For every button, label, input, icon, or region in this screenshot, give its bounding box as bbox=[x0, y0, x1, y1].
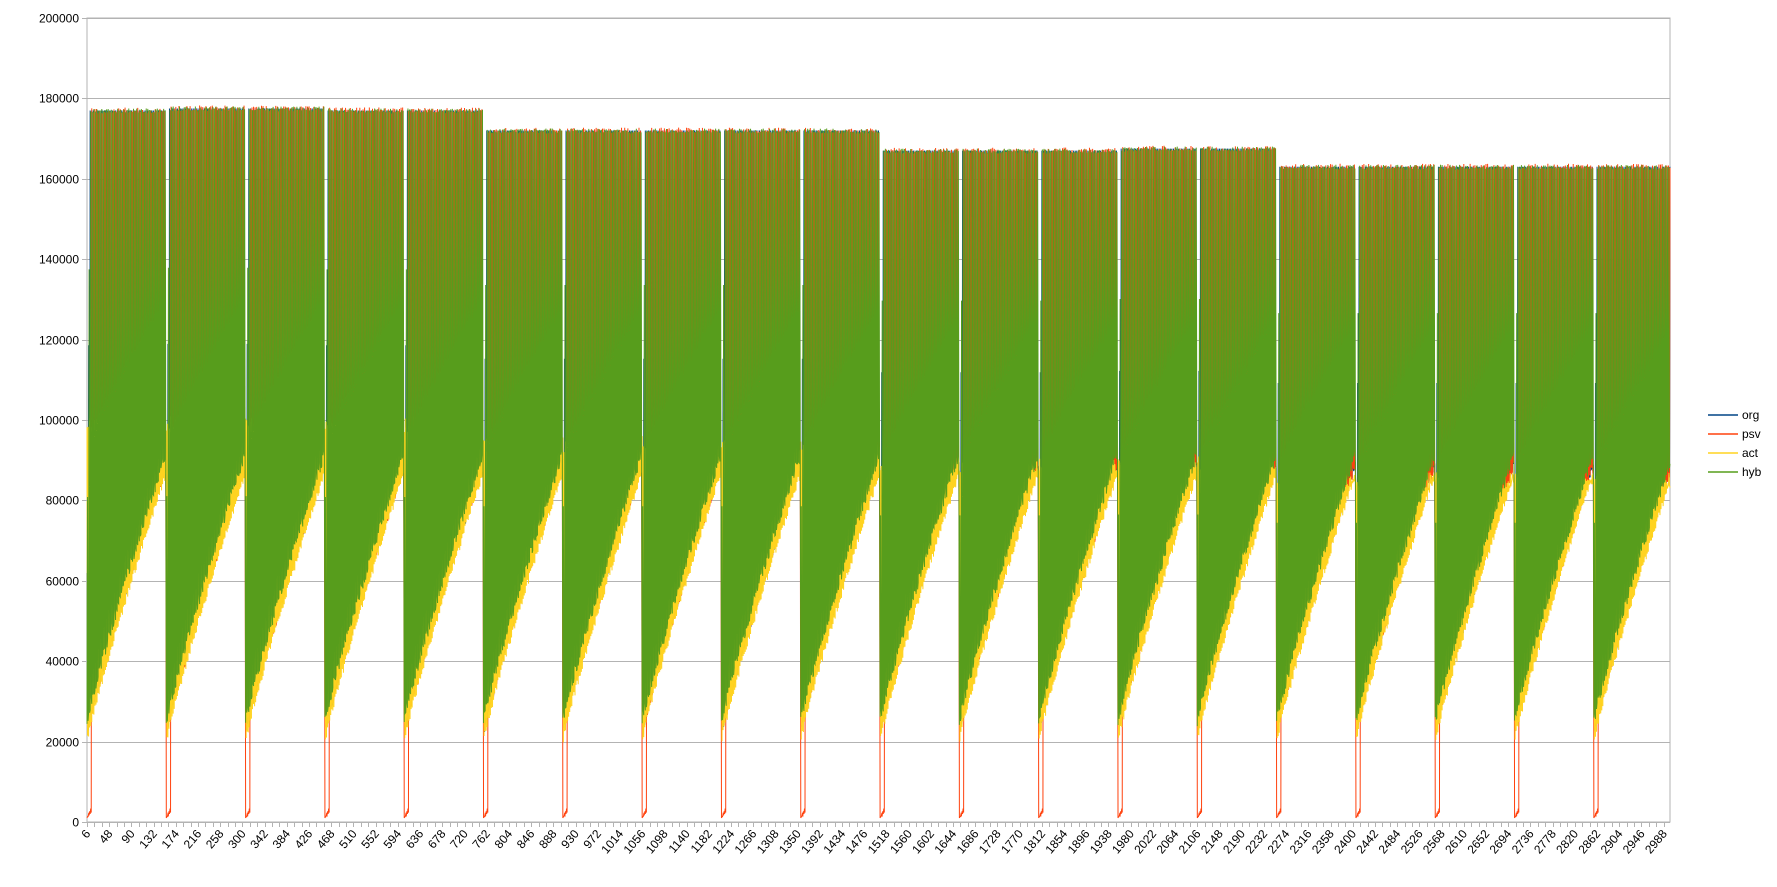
x-tick-label: 552 bbox=[358, 827, 382, 852]
x-tick-label: 2526 bbox=[1398, 827, 1426, 857]
x-tick-label: 1980 bbox=[1109, 827, 1137, 857]
x-tick-label: 2568 bbox=[1420, 827, 1448, 857]
legend-label-org: org bbox=[1742, 408, 1759, 422]
legend: org psv act hyb bbox=[1708, 408, 1762, 479]
x-tick-label: 2904 bbox=[1598, 827, 1626, 857]
x-tick-label: 342 bbox=[247, 827, 271, 852]
x-tick-label: 930 bbox=[558, 827, 582, 852]
x-tick-label: 426 bbox=[292, 827, 316, 852]
y-tick-label: 160000 bbox=[39, 173, 79, 187]
x-tick-label: 132 bbox=[136, 827, 160, 852]
x-tick-label: 2946 bbox=[1620, 827, 1648, 857]
x-tick-label: 1266 bbox=[732, 827, 760, 857]
x-tick-label: 888 bbox=[536, 827, 560, 852]
x-tick-label: 2862 bbox=[1575, 827, 1603, 857]
x-tick-label: 2400 bbox=[1331, 827, 1359, 857]
x-tick-label: 804 bbox=[492, 827, 516, 852]
y-tick-label: 200000 bbox=[39, 12, 79, 26]
x-tick-label: 2190 bbox=[1220, 827, 1248, 857]
x-tick-label: 762 bbox=[469, 827, 493, 852]
x-tick-label: 2358 bbox=[1309, 827, 1337, 857]
series-lines bbox=[86, 105, 1671, 819]
x-tick-label: 2610 bbox=[1442, 827, 1470, 857]
x-tick-label: 1728 bbox=[976, 827, 1004, 857]
x-tick-label: 1182 bbox=[688, 827, 716, 856]
x-tick-label: 1476 bbox=[843, 827, 871, 857]
x-tick-label: 846 bbox=[514, 827, 538, 852]
x-tick-label: 1392 bbox=[798, 827, 826, 857]
x-tick-label: 2022 bbox=[1131, 827, 1159, 857]
x-tick-label: 2988 bbox=[1642, 827, 1670, 857]
x-tick-label: 90 bbox=[118, 827, 138, 846]
x-tick-label: 384 bbox=[270, 827, 294, 852]
y-tick-label: 60000 bbox=[46, 575, 80, 589]
x-tick-label: 1308 bbox=[754, 827, 782, 857]
y-tick-label: 180000 bbox=[39, 92, 79, 106]
x-tick-label: 1434 bbox=[820, 827, 848, 857]
x-tick-label: 2274 bbox=[1265, 827, 1293, 857]
y-tick-label: 0 bbox=[72, 816, 79, 830]
x-tick-label: 1602 bbox=[909, 827, 937, 857]
x-tick-label: 300 bbox=[225, 827, 249, 852]
x-tick-label: 1854 bbox=[1042, 827, 1070, 857]
x-tick-label: 2316 bbox=[1287, 827, 1315, 857]
series-line-act bbox=[86, 416, 1671, 743]
x-tick-label: 6 bbox=[78, 827, 93, 841]
x-tick-label: 48 bbox=[96, 827, 116, 846]
x-tick-label: 2820 bbox=[1553, 827, 1581, 857]
x-tick-label: 720 bbox=[447, 827, 471, 852]
x-tick-label: 2148 bbox=[1198, 827, 1226, 857]
x-tick-label: 2232 bbox=[1242, 827, 1270, 857]
x-tick-label: 258 bbox=[203, 827, 227, 852]
x-tick-label: 510 bbox=[336, 827, 360, 852]
x-tick-label: 2736 bbox=[1509, 827, 1537, 857]
y-tick-label: 140000 bbox=[39, 253, 79, 267]
x-tick-label: 1140 bbox=[666, 827, 694, 856]
y-tick-label: 20000 bbox=[46, 736, 80, 750]
x-tick-label: 216 bbox=[181, 827, 205, 852]
legend-label-psv: psv bbox=[1742, 427, 1761, 441]
x-tick-label: 1770 bbox=[998, 827, 1026, 857]
legend-label-hyb: hyb bbox=[1742, 465, 1762, 479]
y-tick-label: 40000 bbox=[46, 655, 80, 669]
x-tick-label: 1224 bbox=[709, 827, 737, 857]
x-tick-label: 1812 bbox=[1020, 827, 1048, 857]
x-tick-label: 594 bbox=[381, 827, 405, 852]
x-tick-label: 1896 bbox=[1065, 827, 1093, 857]
x-tick-label: 2064 bbox=[1154, 827, 1182, 857]
x-tick-label: 636 bbox=[403, 827, 427, 852]
y-tick-label: 100000 bbox=[39, 414, 79, 428]
y-tick-label: 80000 bbox=[46, 494, 80, 508]
x-tick-label: 1560 bbox=[887, 827, 915, 857]
x-tick-label: 2778 bbox=[1531, 827, 1559, 857]
x-tick-label: 1056 bbox=[621, 827, 649, 857]
x-tick-label: 1686 bbox=[954, 827, 982, 857]
x-tick-label: 1098 bbox=[643, 827, 671, 857]
x-tick-label: 2694 bbox=[1487, 827, 1515, 857]
x-tick-label: 1518 bbox=[865, 827, 893, 857]
x-tick-label: 174 bbox=[159, 827, 183, 852]
x-tick-label: 1350 bbox=[776, 827, 804, 857]
x-tick-label: 2442 bbox=[1353, 827, 1381, 857]
x-tick-label: 2652 bbox=[1464, 827, 1492, 857]
x-tick-label: 468 bbox=[314, 827, 338, 852]
x-tick-label: 1014 bbox=[598, 827, 626, 857]
x-tick-label: 2106 bbox=[1176, 827, 1204, 857]
x-tick-label: 2484 bbox=[1376, 827, 1404, 857]
series-line-hyb bbox=[86, 106, 1671, 727]
x-tick-label: 678 bbox=[425, 827, 449, 852]
y-tick-label: 120000 bbox=[39, 334, 79, 348]
legend-label-act: act bbox=[1742, 446, 1759, 460]
x-tick-label: 1644 bbox=[931, 827, 959, 857]
x-tick-label: 1938 bbox=[1087, 827, 1115, 857]
